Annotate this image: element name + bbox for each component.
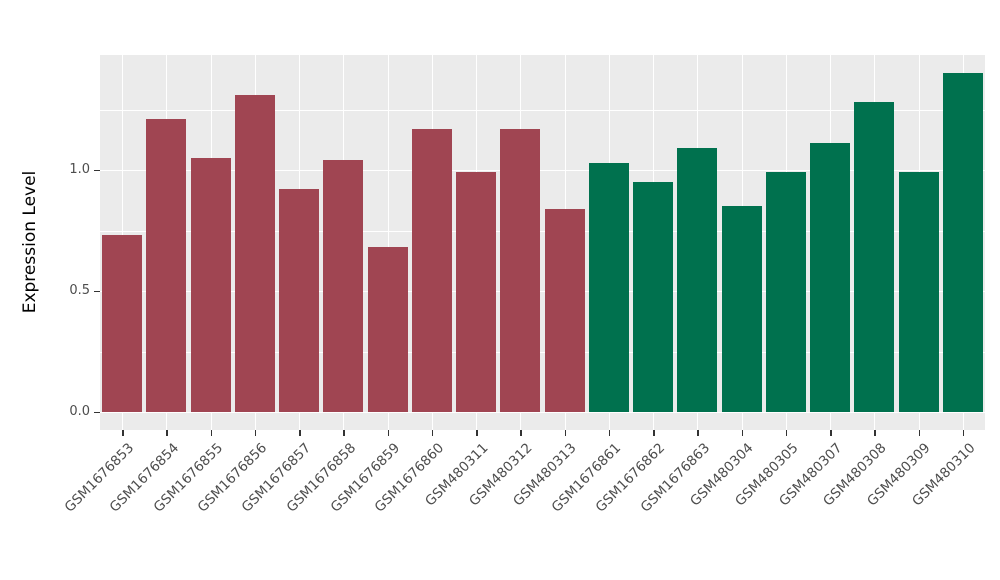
- y-tick-mark: [94, 412, 100, 414]
- gridline-major: [100, 291, 985, 293]
- x-tick-mark: [785, 430, 788, 436]
- bar: [854, 102, 895, 412]
- x-tick-mark: [962, 430, 965, 436]
- x-tick-mark: [166, 430, 168, 436]
- x-tick-mark: [476, 430, 478, 436]
- x-tick-mark: [608, 430, 611, 436]
- gridline-minor: [100, 230, 985, 232]
- x-tick-mark: [874, 430, 876, 436]
- x-tick-mark: [299, 430, 301, 436]
- y-axis-title: Expression Level: [20, 170, 40, 314]
- bar: [898, 172, 939, 412]
- x-tick-mark: [830, 430, 832, 436]
- gridline-major: [100, 412, 985, 414]
- bar: [633, 182, 674, 412]
- gridline-minor: [100, 109, 985, 111]
- x-tick-mark: [210, 430, 213, 436]
- bar: [765, 172, 806, 412]
- gridline-major: [100, 170, 985, 172]
- plot-panel: [100, 55, 985, 430]
- bar: [234, 94, 275, 412]
- x-tick-mark: [254, 430, 257, 436]
- x-tick-mark: [431, 430, 434, 436]
- bar: [677, 148, 718, 412]
- y-tick-mark: [94, 291, 100, 293]
- x-tick-mark: [387, 430, 390, 436]
- y-tick-label: 0.0: [69, 404, 90, 419]
- bar: [721, 206, 762, 412]
- gridline-vertical: [387, 55, 389, 430]
- bar: [323, 160, 364, 412]
- bar: [456, 172, 497, 412]
- bar: [500, 128, 541, 412]
- bar: [190, 157, 231, 412]
- x-tick-mark: [122, 430, 124, 436]
- gridline-minor: [100, 351, 985, 353]
- bar: [102, 235, 143, 412]
- x-tick-mark: [918, 430, 921, 436]
- x-tick-mark: [653, 430, 655, 436]
- x-tick-mark: [697, 430, 699, 436]
- bar: [411, 128, 452, 412]
- y-tick-mark: [94, 170, 100, 172]
- bar: [279, 189, 320, 412]
- y-tick-label: 1.0: [69, 162, 90, 177]
- x-tick-mark: [741, 430, 744, 436]
- x-tick-mark: [564, 430, 567, 436]
- x-tick-mark: [343, 430, 345, 436]
- bar: [588, 162, 629, 412]
- x-tick-mark: [520, 430, 522, 436]
- bar: [367, 247, 408, 412]
- bar: [942, 73, 983, 412]
- bar: [810, 143, 851, 412]
- bar: [544, 208, 585, 412]
- bar: [146, 119, 187, 412]
- y-tick-label: 0.5: [69, 283, 90, 298]
